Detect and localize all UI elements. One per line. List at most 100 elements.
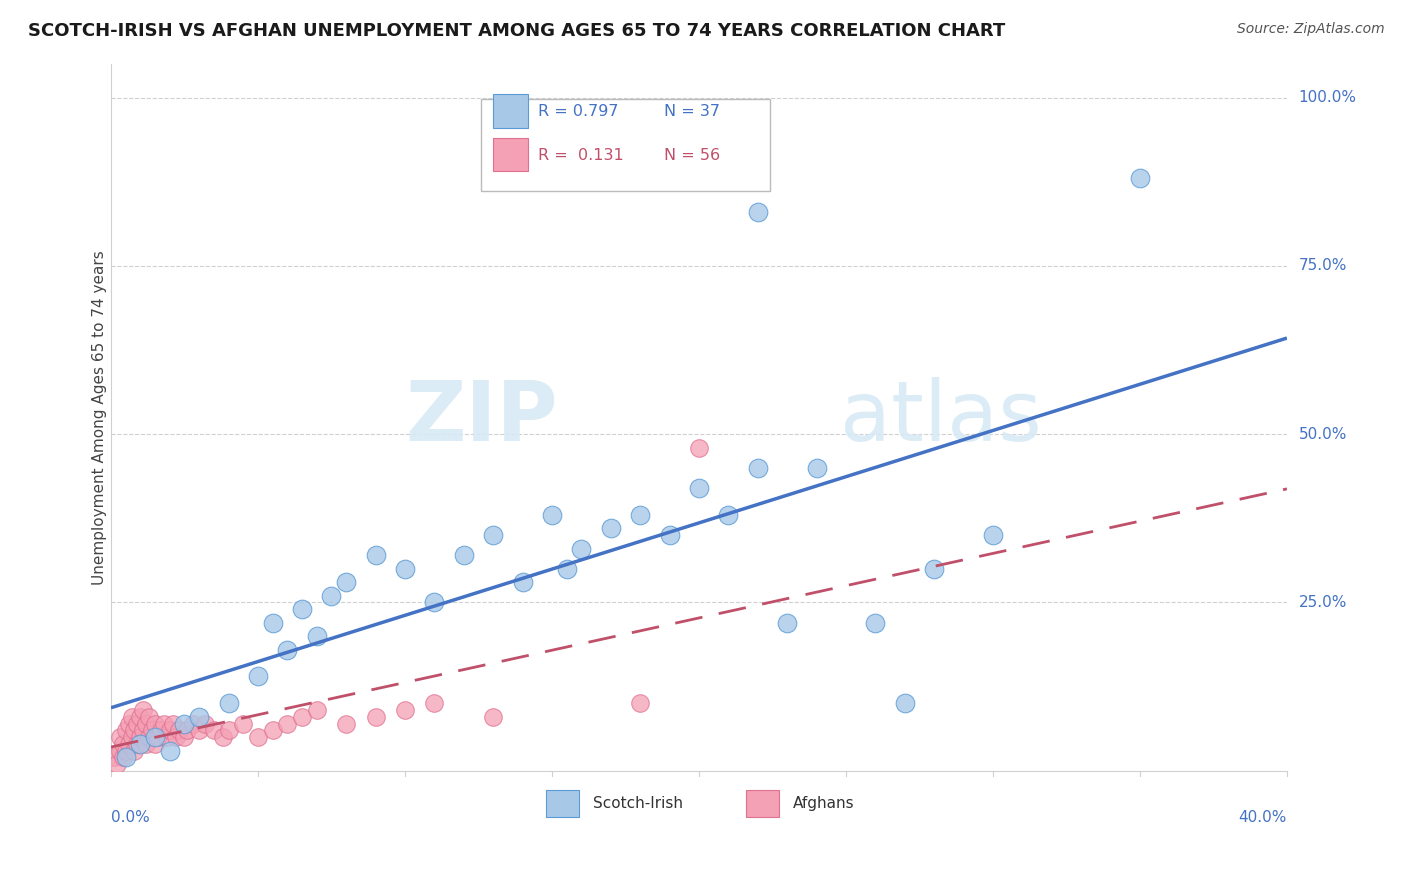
Point bbox=[121, 710, 143, 724]
Text: ZIP: ZIP bbox=[405, 377, 558, 458]
Point bbox=[747, 205, 769, 219]
Point bbox=[232, 716, 254, 731]
Point bbox=[103, 750, 125, 764]
Point bbox=[541, 508, 564, 522]
Text: 0.0%: 0.0% bbox=[111, 810, 149, 824]
Point bbox=[423, 595, 446, 609]
Text: Scotch-Irish: Scotch-Irish bbox=[593, 796, 683, 811]
Point bbox=[893, 697, 915, 711]
Point bbox=[688, 441, 710, 455]
Point bbox=[114, 743, 136, 757]
Text: 50.0%: 50.0% bbox=[1299, 426, 1347, 442]
Point bbox=[117, 737, 139, 751]
Point bbox=[628, 697, 651, 711]
Point bbox=[167, 723, 190, 738]
Point bbox=[1129, 171, 1152, 186]
Point bbox=[117, 716, 139, 731]
Point bbox=[453, 549, 475, 563]
Point bbox=[111, 750, 134, 764]
Point bbox=[188, 723, 211, 738]
Text: 25.0%: 25.0% bbox=[1299, 595, 1347, 610]
Point bbox=[129, 737, 152, 751]
Point bbox=[688, 481, 710, 495]
Text: 40.0%: 40.0% bbox=[1239, 810, 1286, 824]
Point bbox=[364, 710, 387, 724]
Point bbox=[173, 716, 195, 731]
Bar bbox=[546, 789, 579, 817]
Point bbox=[114, 723, 136, 738]
Point bbox=[335, 716, 357, 731]
Point bbox=[394, 703, 416, 717]
Point bbox=[776, 615, 799, 630]
Point bbox=[658, 528, 681, 542]
Text: SCOTCH-IRISH VS AFGHAN UNEMPLOYMENT AMONG AGES 65 TO 74 YEARS CORRELATION CHART: SCOTCH-IRISH VS AFGHAN UNEMPLOYMENT AMON… bbox=[28, 22, 1005, 40]
Point bbox=[114, 750, 136, 764]
Bar bbox=[494, 137, 529, 171]
Point bbox=[108, 743, 131, 757]
Point bbox=[423, 697, 446, 711]
Point bbox=[512, 575, 534, 590]
Point bbox=[132, 703, 155, 717]
Point bbox=[202, 723, 225, 738]
FancyBboxPatch shape bbox=[481, 99, 769, 191]
Point bbox=[194, 716, 217, 731]
Point bbox=[124, 723, 146, 738]
Point bbox=[188, 710, 211, 724]
Point bbox=[132, 723, 155, 738]
Text: 100.0%: 100.0% bbox=[1299, 90, 1357, 105]
Point bbox=[165, 730, 187, 744]
Point bbox=[138, 730, 160, 744]
Point bbox=[156, 730, 179, 744]
Point bbox=[865, 615, 887, 630]
Point bbox=[135, 716, 157, 731]
Point bbox=[173, 730, 195, 744]
Bar bbox=[494, 94, 529, 128]
Point bbox=[129, 730, 152, 744]
Point bbox=[717, 508, 740, 522]
Text: Afghans: Afghans bbox=[793, 796, 855, 811]
Point bbox=[143, 737, 166, 751]
Point bbox=[162, 716, 184, 731]
Text: R = 0.797: R = 0.797 bbox=[538, 103, 619, 119]
Point bbox=[335, 575, 357, 590]
Point bbox=[149, 723, 172, 738]
Point bbox=[364, 549, 387, 563]
Point bbox=[129, 710, 152, 724]
Point bbox=[291, 710, 314, 724]
Point bbox=[121, 730, 143, 744]
Point bbox=[321, 589, 343, 603]
Point bbox=[569, 541, 592, 556]
Text: N = 56: N = 56 bbox=[664, 148, 720, 162]
Text: Source: ZipAtlas.com: Source: ZipAtlas.com bbox=[1237, 22, 1385, 37]
Point bbox=[143, 730, 166, 744]
Point bbox=[135, 737, 157, 751]
Point bbox=[127, 716, 149, 731]
Text: 75.0%: 75.0% bbox=[1299, 259, 1347, 274]
Point bbox=[305, 629, 328, 643]
Point bbox=[246, 669, 269, 683]
Point bbox=[628, 508, 651, 522]
Point bbox=[108, 730, 131, 744]
Point bbox=[482, 528, 505, 542]
Bar bbox=[747, 789, 779, 817]
Point bbox=[305, 703, 328, 717]
Point bbox=[806, 461, 828, 475]
Point bbox=[124, 743, 146, 757]
Point bbox=[127, 737, 149, 751]
Point bbox=[262, 615, 284, 630]
Point bbox=[111, 737, 134, 751]
Point bbox=[146, 730, 169, 744]
Y-axis label: Unemployment Among Ages 65 to 74 years: Unemployment Among Ages 65 to 74 years bbox=[93, 250, 107, 585]
Text: N = 37: N = 37 bbox=[664, 103, 720, 119]
Point bbox=[105, 756, 128, 771]
Point bbox=[599, 521, 621, 535]
Point bbox=[181, 716, 204, 731]
Point bbox=[246, 730, 269, 744]
Point bbox=[276, 716, 298, 731]
Point bbox=[143, 716, 166, 731]
Point bbox=[482, 710, 505, 724]
Text: atlas: atlas bbox=[839, 377, 1042, 458]
Point bbox=[159, 723, 181, 738]
Point bbox=[153, 716, 176, 731]
Point bbox=[218, 697, 240, 711]
